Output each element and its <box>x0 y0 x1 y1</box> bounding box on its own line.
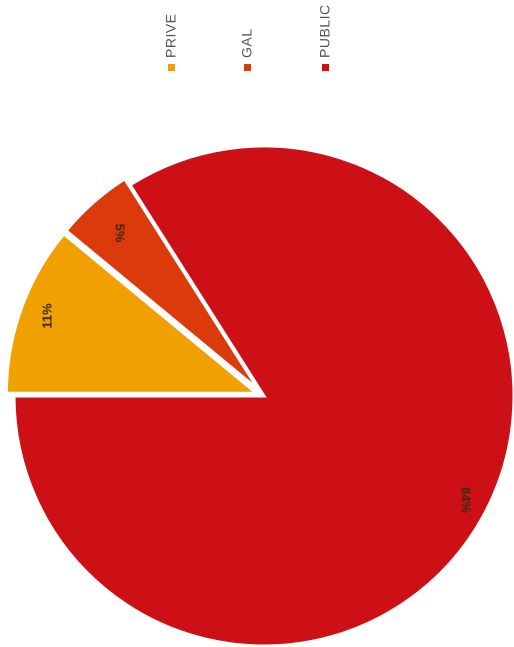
data-label-public: 84% <box>459 487 474 513</box>
legend-item-public: PUBLIC <box>317 4 333 71</box>
pie-slice-public <box>12 144 514 647</box>
legend-item-gal: GAL <box>239 28 255 71</box>
pie-slice-gal <box>63 176 260 392</box>
pie-slice-prive <box>4 231 261 395</box>
legend-label-gal: GAL <box>239 28 255 58</box>
legend-swatch-public <box>322 64 329 71</box>
legend-swatch-gal <box>244 64 251 71</box>
legend-label-prive: PRIVE <box>163 13 179 58</box>
chart-legend: PRIVE GAL PUBLIC <box>163 4 333 71</box>
legend-item-prive: PRIVE <box>163 13 179 71</box>
data-label-prive: 11% <box>39 303 54 329</box>
data-label-gal: 5% <box>113 224 128 243</box>
legend-label-public: PUBLIC <box>317 4 333 58</box>
pie-slices <box>4 144 514 647</box>
pie-data-labels: 11% 5% 84% <box>39 224 473 514</box>
legend-swatch-prive <box>168 64 175 71</box>
